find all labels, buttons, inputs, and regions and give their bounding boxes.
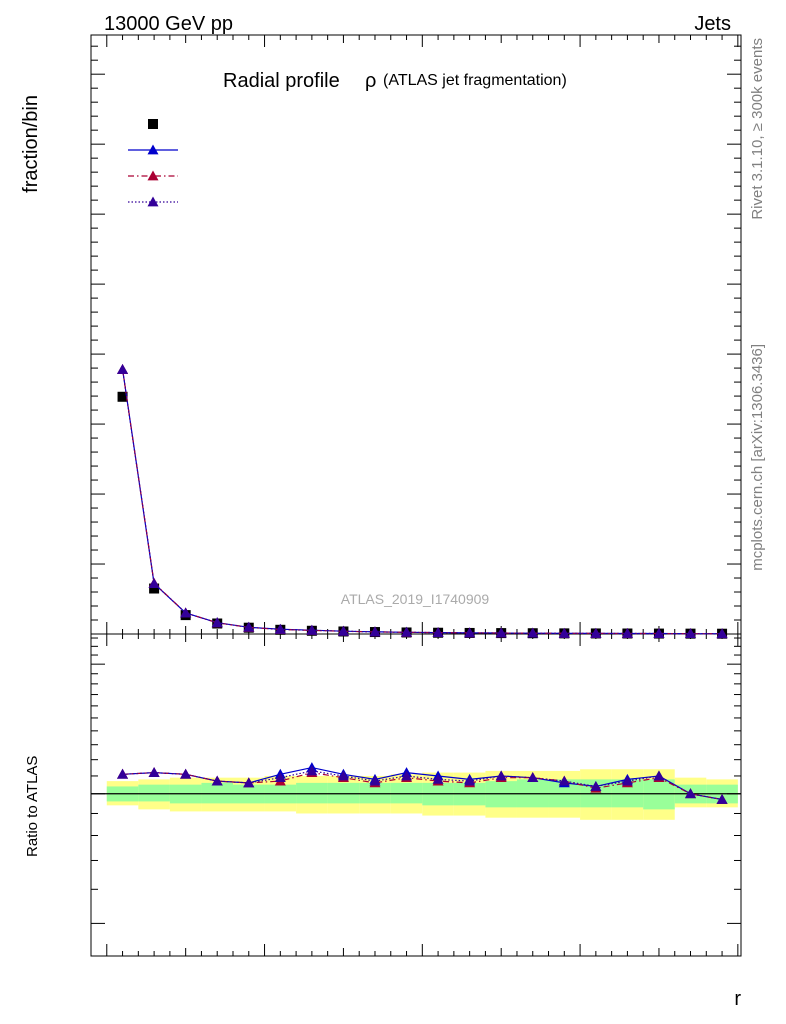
legend-marker [147, 170, 159, 181]
series-marker [369, 626, 381, 637]
analysis-watermark: ATLAS_2019_I1740909 [341, 591, 490, 607]
series-marker [401, 626, 413, 637]
series-marker [211, 617, 223, 628]
ratio-inner-band-segment [327, 782, 360, 804]
series-marker [464, 627, 476, 638]
mcplots-source-label: mcplots.cern.ch [arXiv:1306.3436] [749, 344, 766, 571]
ratio-inner-band-segment [390, 782, 423, 804]
legend-marker [147, 196, 159, 207]
ratio-inner-band-segment [201, 782, 233, 804]
series-marker [337, 625, 349, 636]
ratio-series-line [122, 771, 723, 801]
main-plot-frame [90, 34, 742, 635]
ratio-plot-series [117, 762, 728, 804]
series-marker [180, 607, 192, 618]
legend-marker-atlas [148, 119, 158, 129]
ratio-series-line [122, 766, 723, 801]
series-marker [432, 627, 444, 638]
title-sub: (ATLAS jet fragmentation) [383, 72, 567, 89]
series-marker [590, 627, 602, 638]
ratio-series-marker [243, 777, 255, 788]
ratio-inner-band-segment [643, 779, 675, 810]
ratio-series-marker [180, 768, 192, 779]
series-marker [495, 627, 507, 638]
ratio-series-marker [653, 770, 665, 781]
title-symbol: ρ [365, 70, 376, 92]
ratio-bands [106, 769, 738, 820]
ratio-plot-frame [90, 633, 742, 957]
series-marker [148, 577, 160, 588]
ratio-series-marker [401, 770, 413, 781]
atlas-data-point [149, 583, 160, 594]
legend-marker [147, 144, 159, 155]
series-marker [527, 627, 539, 638]
series-marker [558, 627, 570, 638]
ratio-series-marker [495, 770, 507, 781]
ratio-series-marker [369, 775, 381, 786]
legend [128, 119, 178, 207]
series-marker [274, 623, 286, 634]
ratio-inner-band-segment [359, 782, 391, 804]
ratio-series-marker [306, 765, 318, 776]
ratio-series-marker [464, 775, 476, 786]
y-axis-label: fraction/bin [20, 95, 42, 193]
ratio-series-marker [527, 772, 539, 783]
plot-frames [90, 34, 742, 957]
ratio-series-marker [337, 770, 349, 781]
series-marker [716, 628, 728, 639]
series-marker [685, 628, 697, 639]
ratio-series-marker [148, 767, 160, 777]
main-plot-series [117, 363, 728, 639]
ratio-series-line [122, 770, 723, 801]
energy-label: 13000 GeV pp [104, 13, 233, 35]
series-marker [306, 624, 318, 635]
ratio-series-marker [117, 768, 129, 779]
plot-title: Radial profile ρ (ATLAS jet fragmentatio… [223, 70, 567, 92]
series-marker [653, 628, 665, 638]
ratio-y-axis-label: Ratio to ATLAS [24, 756, 41, 857]
series-line [122, 369, 723, 635]
ratio-inner-band-segment [296, 782, 328, 804]
rivet-version-label: Rivet 3.1.10, ≥ 300k events [749, 38, 766, 220]
x-axis-label: r [734, 988, 741, 1010]
ratio-series-marker [432, 773, 444, 784]
ratio-inner-band-segment [138, 784, 170, 802]
ratio-series-marker [211, 775, 223, 786]
ratio-series-marker [685, 788, 697, 799]
title-main: Radial profile [223, 70, 340, 92]
series-marker [243, 621, 255, 632]
category-label: Jets [694, 13, 731, 35]
series-marker [117, 363, 129, 374]
ratio-series-marker [274, 772, 286, 783]
ratio-series-marker [558, 775, 570, 786]
ratio-series-marker [716, 793, 728, 804]
atlas-data-point [117, 391, 128, 402]
ratio-series-marker [621, 775, 633, 786]
ratio-series-marker [590, 780, 602, 791]
series-marker [621, 627, 633, 638]
